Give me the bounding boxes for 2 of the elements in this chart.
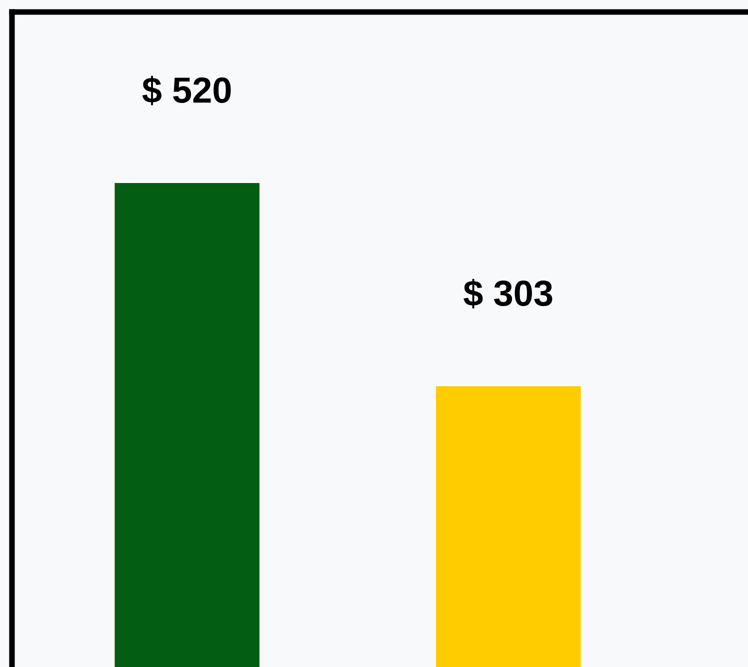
data-label: $ 520 [142, 76, 231, 106]
data-label: $ 303 [464, 278, 552, 308]
